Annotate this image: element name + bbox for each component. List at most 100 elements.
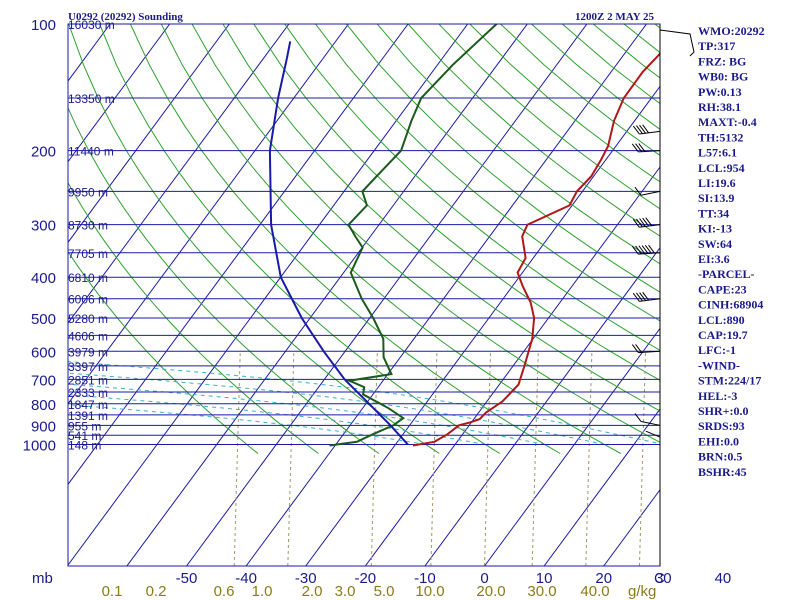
dry-adiabat xyxy=(284,24,660,351)
index-item: BSHR:45 xyxy=(698,465,747,479)
isotherm-line xyxy=(783,24,800,566)
wind-barb xyxy=(631,244,661,255)
pressure-label: 900 xyxy=(31,418,56,435)
wind-barb xyxy=(631,143,661,153)
plot-background xyxy=(68,24,660,566)
dry-adiabat xyxy=(376,24,660,265)
moist-adiabat xyxy=(68,361,660,445)
index-item: PW:0.13 xyxy=(698,85,742,99)
isotherm-line xyxy=(68,24,469,566)
height-label: 8730 m xyxy=(68,219,108,233)
dry-adiabat xyxy=(129,24,561,454)
temperature-tick-label: -20 xyxy=(354,570,376,587)
mixing-ratio-label: 30.0 xyxy=(527,583,556,600)
mixing-ratio-line xyxy=(687,351,693,566)
temperature-tick-label: 40 xyxy=(715,570,732,587)
mixing-ratio-label: 1.0 xyxy=(252,583,273,600)
height-label: 13350 m xyxy=(68,92,115,106)
index-item: WB0: BG xyxy=(698,70,748,84)
sounding-traces xyxy=(268,24,660,447)
pressure-label: 200 xyxy=(31,144,56,161)
index-item: SHR+:0.0 xyxy=(698,404,749,418)
height-label: 541 m xyxy=(68,429,101,443)
isotherm-line xyxy=(424,246,660,566)
wind-barb-flag xyxy=(631,344,639,353)
index-item: MAXT:-0.4 xyxy=(698,115,757,129)
dry-adiabat xyxy=(315,24,660,322)
index-item: -WIND- xyxy=(698,358,740,372)
height-label: 9950 m xyxy=(68,185,108,199)
pressure-label: 100 xyxy=(31,17,56,34)
wind-barb-flag xyxy=(635,344,642,353)
wind-barbs xyxy=(631,24,661,566)
wind-barb-flag xyxy=(638,143,646,152)
moist-adiabat xyxy=(68,372,605,446)
dry-adiabat xyxy=(68,250,259,454)
index-item: RH:38.1 xyxy=(698,100,741,114)
wind-barb-shaft xyxy=(645,430,661,438)
wind-barb-flag xyxy=(631,143,639,153)
index-item: TT:34 xyxy=(698,206,729,220)
wind-barb-shaft xyxy=(640,420,661,426)
pressure-label: 800 xyxy=(31,397,56,414)
wind-barb-flag xyxy=(636,292,643,302)
temperature-tick-label: -10 xyxy=(414,570,436,587)
height-label: 16030 m xyxy=(68,18,115,32)
height-label: 6006 m xyxy=(68,293,108,307)
wind-barb-flag xyxy=(632,293,640,302)
index-item: LCL:890 xyxy=(698,313,745,327)
pressure-label: 500 xyxy=(31,311,56,328)
height-label: 2333 m xyxy=(68,386,108,400)
isotherm-line xyxy=(68,24,349,405)
index-item: LCL:954 xyxy=(698,161,745,175)
wind-barb-flag xyxy=(642,217,650,227)
isotherm-line xyxy=(0,24,51,566)
dry-adiabat xyxy=(438,24,660,210)
isotherm-line xyxy=(126,24,528,566)
wind-barb xyxy=(634,413,661,426)
index-item: LI:19.6 xyxy=(698,176,736,190)
pressure-unit-label: mb xyxy=(32,570,53,587)
wind-barb-flag xyxy=(639,292,646,301)
height-label: 1391 m xyxy=(68,409,108,423)
wind-barb-flag xyxy=(635,245,642,255)
dry-adiabat xyxy=(68,106,380,454)
isotherm-line xyxy=(484,327,660,566)
wind-barb-flag xyxy=(634,413,642,422)
wind-barb-flag xyxy=(632,125,640,135)
index-item: CAPE:23 xyxy=(698,282,747,296)
wind-barb-flag xyxy=(639,218,646,227)
height-label: 5280 m xyxy=(68,312,108,326)
height-label: 7705 m xyxy=(68,247,108,261)
wind-barb-flag xyxy=(636,218,643,228)
mixing-ratio-label: 40.0 xyxy=(580,583,609,600)
index-item: SRDS:93 xyxy=(698,419,745,433)
dry-adiabat xyxy=(253,24,660,381)
wind-barb-flag xyxy=(648,244,655,254)
isotherm-line xyxy=(543,408,660,566)
height-label: 1847 m xyxy=(68,398,108,412)
temperature-tick-label: 10 xyxy=(536,570,553,587)
height-label: 3397 m xyxy=(68,360,108,374)
wind-barb-shaft xyxy=(639,130,661,135)
dry-adiabat xyxy=(222,24,660,412)
index-item: LFC:-1 xyxy=(698,343,736,357)
wind-barb-flag xyxy=(645,217,653,227)
wind-barb-flag xyxy=(642,124,650,134)
isotherm-line xyxy=(186,24,588,566)
wind-barb xyxy=(632,124,661,135)
wind-barb-shaft xyxy=(640,190,661,196)
wind-barb-flag xyxy=(642,291,650,301)
wind-barb-shaft xyxy=(639,298,661,302)
pressure-label: 600 xyxy=(31,344,56,361)
mixing-ratio-label: 10.0 xyxy=(415,583,444,600)
temperature-tick-label: -50 xyxy=(176,570,198,587)
mixing-ratio-label: 0.1 xyxy=(102,583,123,600)
index-item: WMO:20292 xyxy=(698,24,765,38)
dry-adiabat xyxy=(99,24,501,454)
index-item: -PARCEL- xyxy=(698,267,754,281)
dewpoint-line xyxy=(329,24,499,447)
dry-adiabat xyxy=(191,24,660,443)
mixing-ratio-label: 0.6 xyxy=(214,583,235,600)
